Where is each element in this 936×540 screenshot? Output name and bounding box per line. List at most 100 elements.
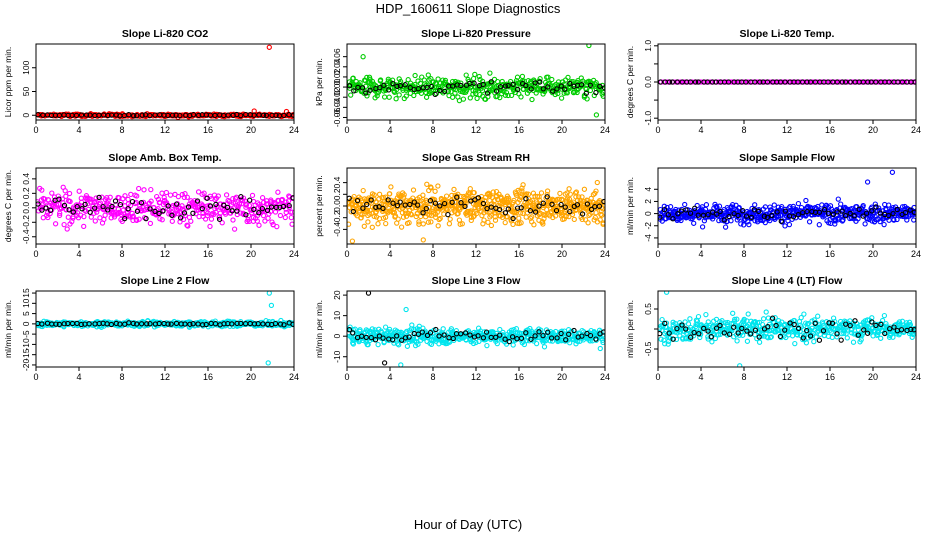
data-point [129, 210, 135, 217]
data-point [386, 326, 393, 333]
data-point [148, 198, 154, 204]
data-point [380, 335, 386, 341]
figure-title: HDP_160611 Slope Diagnostics [375, 1, 561, 16]
data-point [670, 216, 676, 222]
data-point [764, 214, 770, 220]
data-point [721, 330, 727, 336]
data-point [669, 79, 676, 85]
data-point [61, 202, 68, 209]
data-point [213, 201, 219, 208]
data-point [179, 203, 185, 209]
data-point [502, 219, 508, 226]
data-point [408, 212, 415, 218]
x-tick-label: 4 [698, 372, 703, 382]
data-point [769, 212, 775, 219]
data-point [470, 214, 477, 220]
x-tick-label: 0 [33, 372, 38, 382]
data-point [566, 331, 572, 337]
data-point [369, 78, 376, 85]
data-point [508, 327, 515, 333]
data-point [596, 203, 603, 209]
data-point [782, 79, 788, 85]
data-point [666, 330, 672, 336]
data-point [860, 213, 866, 219]
data-point [460, 96, 467, 102]
data-point [730, 310, 736, 316]
data-point [396, 92, 402, 98]
data-point [685, 321, 692, 327]
data-point [508, 92, 515, 99]
data-point [544, 194, 550, 200]
x-tick-label: 4 [387, 125, 392, 135]
data-point [775, 204, 782, 210]
data-point [548, 335, 555, 341]
data-point [497, 84, 504, 90]
x-tick-label: 0 [655, 125, 660, 135]
data-point [510, 215, 516, 222]
data-point [790, 214, 797, 220]
data-point [540, 200, 546, 206]
data-point [463, 72, 469, 78]
x-tick-label: 20 [557, 372, 567, 382]
data-point [462, 330, 469, 336]
data-point [36, 201, 41, 207]
data-point [821, 213, 827, 219]
data-point [707, 322, 713, 329]
data-point [902, 79, 908, 85]
data-point [549, 76, 555, 83]
data-point [359, 85, 366, 91]
data-point [538, 190, 545, 196]
data-point [714, 211, 720, 217]
data-point [488, 204, 494, 210]
data-point [567, 191, 573, 197]
data-point [66, 207, 72, 213]
data-point [583, 85, 589, 91]
panel-points [347, 179, 605, 244]
data-point [661, 203, 667, 209]
data-point [446, 221, 453, 227]
data-point [147, 206, 153, 212]
data-point [437, 215, 443, 222]
data-point [347, 85, 353, 91]
x-tick-label: 12 [160, 249, 170, 259]
data-point [428, 212, 434, 219]
data-point [600, 339, 605, 346]
x-tick-label: 8 [430, 125, 435, 135]
data-point [203, 321, 209, 328]
data-point [658, 214, 663, 220]
data-point [204, 195, 210, 201]
data-point [484, 90, 491, 96]
data-point [224, 204, 231, 211]
data-point [825, 210, 832, 217]
data-point [493, 334, 499, 340]
data-point [92, 205, 98, 211]
data-point [725, 79, 732, 85]
x-tick-label: 16 [514, 372, 524, 382]
x-tick-label: 24 [911, 372, 921, 382]
data-point [412, 81, 418, 88]
data-point [249, 192, 256, 199]
data-point [238, 320, 244, 327]
data-point [147, 112, 153, 119]
data-point [354, 197, 361, 204]
x-tick-label: 12 [471, 249, 481, 259]
data-point [92, 218, 98, 224]
data-point [199, 205, 205, 212]
y-tick-label: -0.06 [332, 108, 342, 128]
data-point [61, 221, 67, 228]
data-point [554, 86, 560, 92]
x-tick-label: 20 [246, 372, 256, 382]
data-point [350, 330, 356, 336]
data-point [699, 204, 705, 210]
data-point [112, 198, 119, 204]
data-point [695, 212, 701, 218]
y-tick-label: -0.4 [332, 222, 342, 237]
data-point [260, 112, 267, 118]
data-point [573, 189, 580, 195]
data-point [105, 207, 111, 213]
data-point [428, 219, 434, 225]
data-point [190, 210, 196, 216]
data-point [360, 187, 366, 194]
data-point [565, 74, 571, 81]
